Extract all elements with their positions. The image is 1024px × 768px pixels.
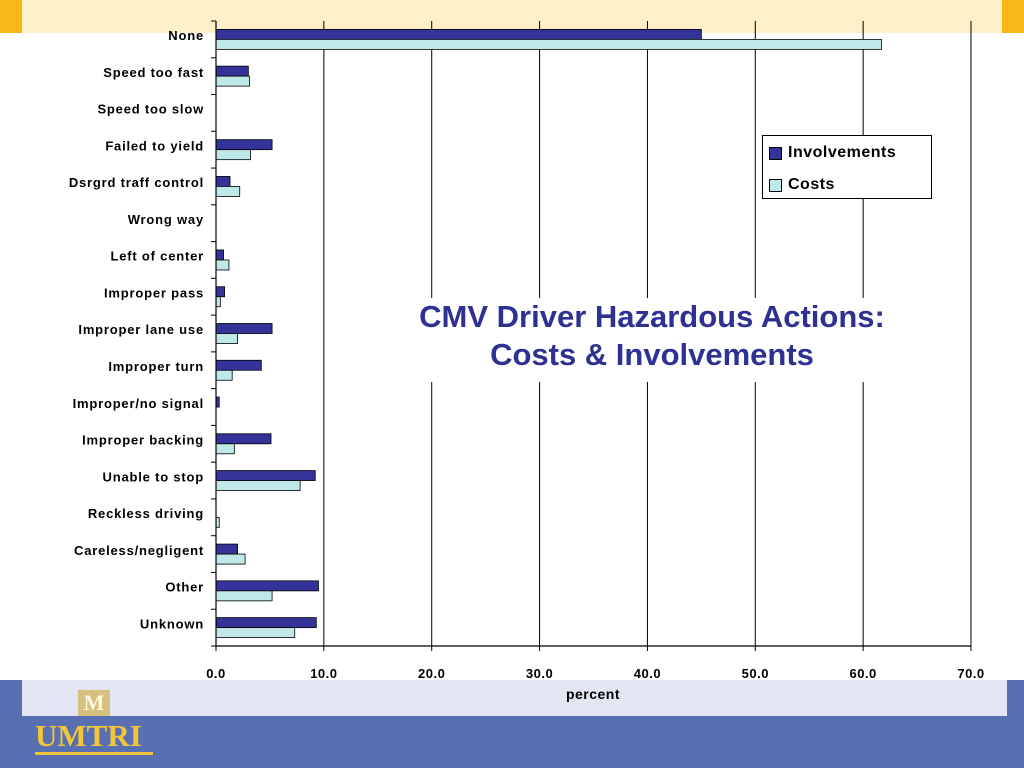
category-label: Careless/negligent xyxy=(74,543,204,558)
bar-costs xyxy=(215,186,241,197)
legend-item-costs: Costs xyxy=(769,175,835,195)
x-tick-label: 20.0 xyxy=(418,666,445,681)
legend: Involvements Costs xyxy=(762,135,932,199)
bar-costs xyxy=(215,149,251,161)
category-label: None xyxy=(168,28,204,43)
category-label: Improper backing xyxy=(82,433,204,448)
bar-costs xyxy=(215,75,250,87)
category-label: Dsrgrd traff control xyxy=(69,175,204,190)
logo-underline xyxy=(35,752,153,755)
legend-item-involvements: Involvements xyxy=(769,143,896,163)
bar-involvements xyxy=(215,28,702,40)
umtri-m-logo: M xyxy=(78,690,110,716)
x-tick-label: 70.0 xyxy=(957,666,984,681)
bar-involvements xyxy=(215,65,249,77)
bar-involvements xyxy=(215,249,224,261)
x-axis-title: percent xyxy=(566,686,620,702)
category-labels: None Speed too fast Speed too slow Failed t… xyxy=(69,28,204,631)
bar-involvements xyxy=(215,580,319,592)
top-accent-right xyxy=(1002,0,1024,33)
x-tick-label: 60.0 xyxy=(849,666,876,681)
category-label: Speed too fast xyxy=(103,65,204,80)
bar-costs xyxy=(215,296,221,308)
category-label: Other xyxy=(165,580,204,595)
category-label: Unknown xyxy=(140,616,204,631)
category-label: Improper lane use xyxy=(78,322,204,337)
top-band xyxy=(0,0,1024,33)
bar-costs xyxy=(215,38,882,50)
bar-costs xyxy=(215,333,238,344)
x-tick-label: 50.0 xyxy=(742,666,769,681)
category-label: Reckless driving xyxy=(88,506,204,521)
bar-involvements xyxy=(215,617,317,629)
category-label: Unable to stop xyxy=(103,469,204,484)
x-tick-label: 10.0 xyxy=(310,666,337,681)
x-tick-labels: 0.0 10.0 20.0 30.0 40.0 50.0 60.0 70.0 xyxy=(206,666,984,681)
category-label: Improper/no signal xyxy=(73,396,204,411)
bar-costs xyxy=(215,590,273,602)
category-label: Failed to yield xyxy=(105,138,204,153)
axes xyxy=(211,20,972,651)
bar-costs xyxy=(215,369,233,381)
umtri-logo-text: UMTRI xyxy=(35,718,142,753)
bar-involvements xyxy=(215,176,231,187)
bar-involvements xyxy=(215,470,316,481)
bar-costs xyxy=(215,553,246,565)
category-label: Wrong way xyxy=(128,212,204,227)
legend-label-involvements: Involvements xyxy=(788,144,897,161)
bar-involvements xyxy=(215,543,238,555)
bar-costs xyxy=(215,259,230,271)
legend-swatch-costs xyxy=(769,178,782,192)
bar-involvements xyxy=(215,359,262,371)
category-label: Left of center xyxy=(110,249,204,264)
bars xyxy=(215,28,882,639)
x-tick-label: 0.0 xyxy=(206,666,226,681)
chart-title-line-2: Costs & Involvements xyxy=(490,337,814,372)
bottom-inner-band xyxy=(22,680,1007,716)
bar-involvements xyxy=(215,139,273,151)
bar-costs xyxy=(215,480,301,491)
bar-involvements xyxy=(215,286,226,298)
category-label: Speed too slow xyxy=(97,102,204,117)
legend-label-costs: Costs xyxy=(788,176,835,193)
bar-involvements xyxy=(215,433,272,445)
bar-costs xyxy=(215,443,235,455)
category-label: Improper turn xyxy=(108,359,204,374)
chart-title-line-1: CMV Driver Hazardous Actions: xyxy=(419,299,885,334)
bar-costs xyxy=(215,627,296,639)
x-tick-label: 40.0 xyxy=(634,666,661,681)
category-label: Improper pass xyxy=(104,285,204,300)
chart-title: CMV Driver Hazardous Actions: Costs & In… xyxy=(352,298,952,382)
bar-involvements xyxy=(215,323,273,334)
top-accent-left xyxy=(0,0,22,33)
x-tick-label: 30.0 xyxy=(526,666,553,681)
legend-swatch-involvements xyxy=(769,146,782,160)
